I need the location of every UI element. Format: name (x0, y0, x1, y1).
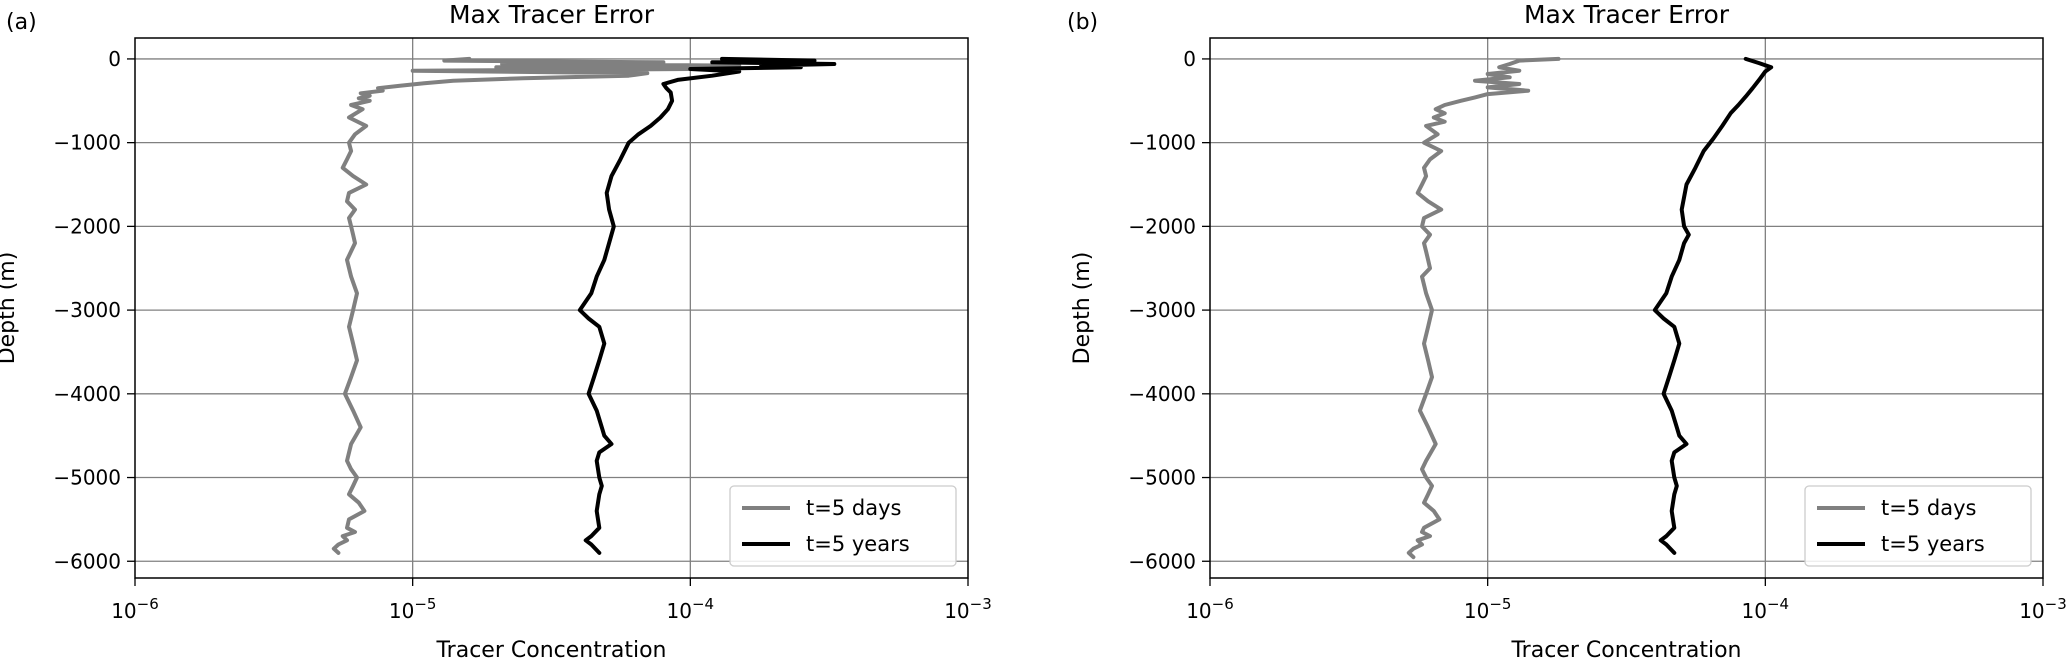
x-axis-label: Tracer Concentration (435, 638, 666, 661)
grid-lines (1210, 38, 2043, 578)
y-axis-label: Depth (m) (1070, 252, 1095, 365)
series-line-years (577, 56, 837, 555)
x-tick-label: 10−5 (1464, 595, 1512, 623)
series-line-days (1406, 56, 1561, 560)
x-tick-label: 10−6 (111, 595, 159, 623)
y-tick-label: 0 (108, 47, 121, 71)
x-tick-label: 10−3 (944, 595, 992, 623)
chart-title: Max Tracer Error (1524, 0, 1730, 29)
x-tick-label: 10−5 (389, 595, 437, 623)
y-tick-label: −6000 (1128, 549, 1196, 573)
y-tick-label: −1000 (1128, 131, 1196, 155)
x-tick-label: 10−4 (667, 595, 715, 623)
chart-title: Max Tracer Error (449, 0, 655, 29)
y-tick-label: −3000 (1128, 298, 1196, 322)
legend-label: t=5 days (806, 496, 901, 520)
grid-lines (135, 38, 968, 578)
y-tick-label: −2000 (1128, 214, 1196, 238)
plot-frame (1209, 37, 2044, 579)
panel-label: (a) (6, 10, 37, 35)
legend-label: t=5 years (1881, 532, 1985, 556)
y-tick-label: −1000 (53, 131, 121, 155)
y-tick-label: −4000 (53, 382, 121, 406)
plot-frame (134, 37, 969, 579)
legend: t=5 days t=5 years (729, 485, 957, 567)
panel-b: (b) Max Tracer Error 10−6 10−5 10−4 10−3 0 −100… (1067, 0, 2067, 661)
series-line-years (1652, 56, 1774, 555)
legend-label: t=5 years (806, 532, 910, 556)
legend-label: t=5 days (1881, 496, 1976, 520)
series-line-days (331, 56, 742, 555)
y-tick-label: −2000 (53, 214, 121, 238)
legend: t=5 days t=5 years (1804, 485, 2032, 567)
y-tick-label: −5000 (53, 466, 121, 490)
panel-label: (b) (1067, 10, 1098, 35)
y-tick-label: −3000 (53, 298, 121, 322)
panel-a: (a) Max Tracer Error 10−6 10−5 10−4 10−3 0 −100… (0, 0, 992, 661)
y-tick-label: −4000 (1128, 382, 1196, 406)
x-tick-label: 10−3 (2019, 595, 2067, 623)
x-axis-label: Tracer Concentration (1510, 638, 1741, 661)
y-tick-label: 0 (1183, 47, 1196, 71)
y-tick-label: −5000 (1128, 466, 1196, 490)
y-tick-label: −6000 (53, 549, 121, 573)
x-tick-label: 10−4 (1742, 595, 1790, 623)
y-axis-label: Depth (m) (0, 252, 20, 365)
x-tick-label: 10−6 (1186, 595, 1234, 623)
